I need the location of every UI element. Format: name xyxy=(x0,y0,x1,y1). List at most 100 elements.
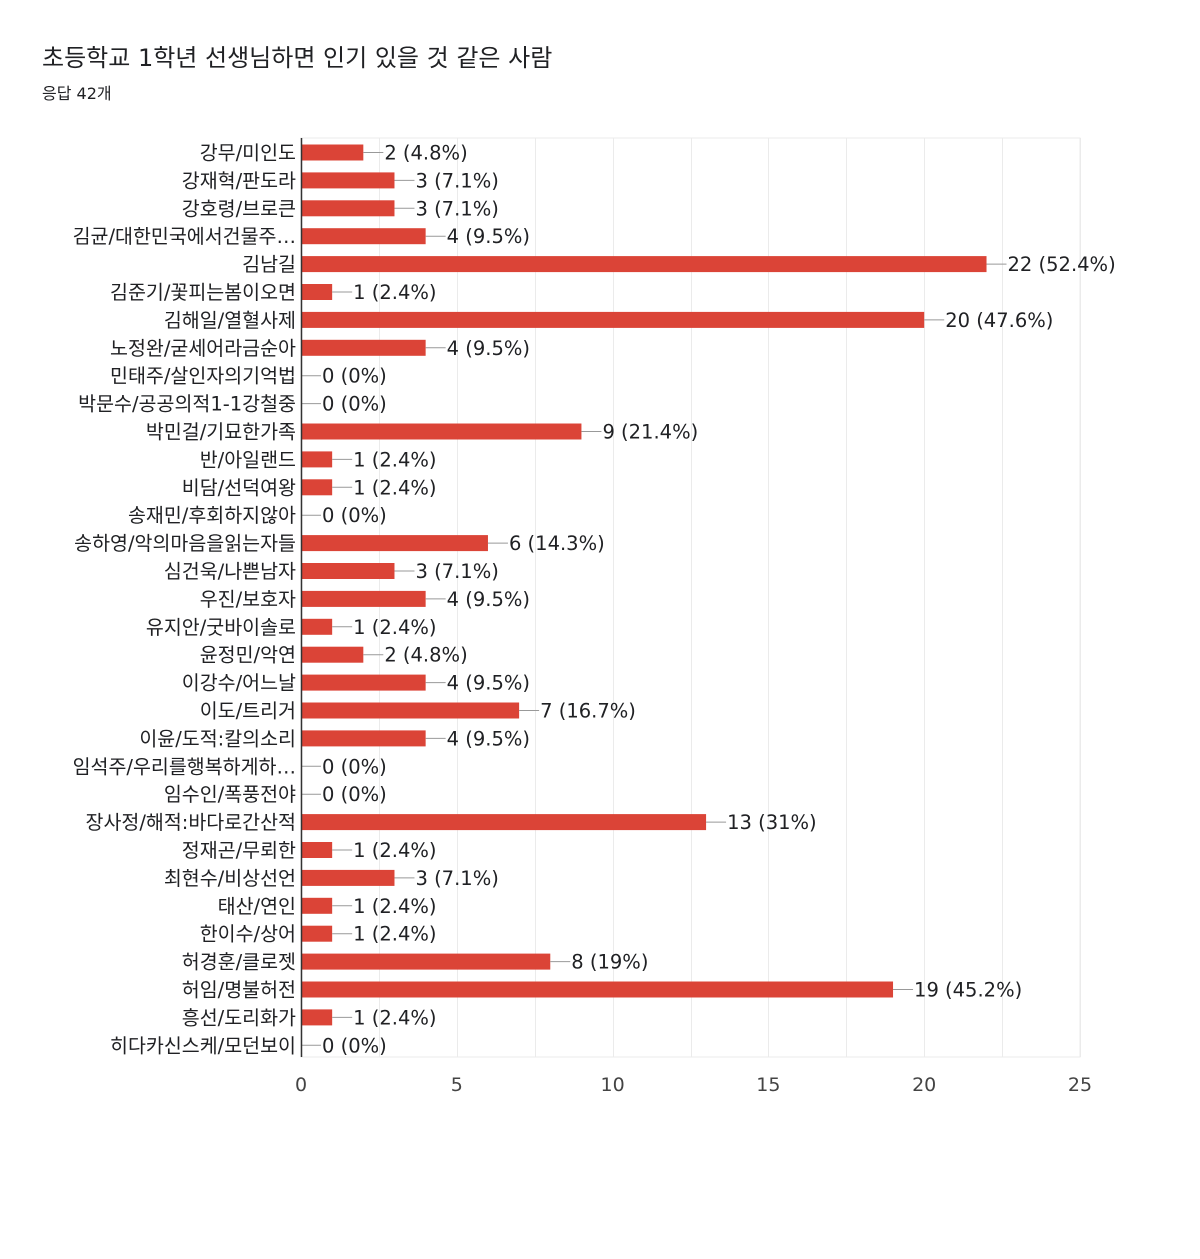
category-label: 박민걸/기묘한가족 xyxy=(146,421,296,444)
chart-title: 초등학교 1학년 선생님하면 인기 있을 것 같은 사람 xyxy=(42,44,553,72)
category-label: 태산/연인 xyxy=(218,895,296,918)
bar xyxy=(301,423,582,440)
data-label: 4 (9.5%) xyxy=(447,727,530,750)
data-label: 20 (47.6%) xyxy=(945,309,1053,332)
data-label: 8 (19%) xyxy=(571,951,648,974)
bar xyxy=(301,953,551,970)
data-label: 4 (9.5%) xyxy=(447,588,530,611)
category-label: 박문수/공공의적1-1강철중 xyxy=(78,393,296,416)
category-label: 반/아일랜드 xyxy=(200,448,296,471)
bar xyxy=(301,869,395,886)
bar xyxy=(301,702,520,719)
category-label: 최현수/비상선언 xyxy=(164,867,296,890)
data-label: 3 (7.1%) xyxy=(415,867,498,890)
data-label: 0 (0%) xyxy=(322,1034,387,1057)
category-label: 김준기/꽃피는봄이오면 xyxy=(110,281,296,304)
category-label: 정재곤/무뢰한 xyxy=(182,839,296,862)
category-label: 이강수/어느날 xyxy=(182,672,296,695)
category-label: 이윤/도적:칼의소리 xyxy=(139,727,296,750)
data-label: 0 (0%) xyxy=(322,365,387,388)
bar xyxy=(301,339,426,356)
bar xyxy=(301,200,395,217)
data-label: 1 (2.4%) xyxy=(353,616,436,639)
category-label: 강무/미인도 xyxy=(200,142,296,165)
category-label: 노정완/굳세어라금순아 xyxy=(110,337,296,360)
category-label: 장사정/해적:바다로간산적 xyxy=(86,811,296,834)
bar xyxy=(301,144,364,161)
data-label: 4 (9.5%) xyxy=(447,225,530,248)
category-label: 송재민/후회하지않아 xyxy=(128,504,296,527)
data-label: 1 (2.4%) xyxy=(353,895,436,918)
category-label: 허경훈/클로젯 xyxy=(182,951,296,974)
category-label: 히다카신스케/모던보이 xyxy=(110,1034,296,1057)
bar xyxy=(301,284,333,300)
data-label: 0 (0%) xyxy=(322,783,387,806)
data-label: 1 (2.4%) xyxy=(353,923,436,946)
category-label: 김균/대한민국에서건물주… xyxy=(73,225,296,248)
data-label: 6 (14.3%) xyxy=(509,532,605,555)
data-label: 1 (2.4%) xyxy=(353,281,436,304)
bar xyxy=(301,1009,333,1026)
category-label: 비담/선덕여왕 xyxy=(182,476,296,499)
category-label: 민태주/살인자의기억법 xyxy=(110,365,296,388)
data-label: 22 (52.4%) xyxy=(1008,253,1116,276)
category-label: 심건욱/나쁜남자 xyxy=(164,560,296,583)
bar xyxy=(301,172,395,189)
data-label: 2 (4.8%) xyxy=(384,142,467,165)
bar xyxy=(301,563,395,579)
bar xyxy=(301,981,894,998)
bar xyxy=(301,590,426,607)
data-label: 4 (9.5%) xyxy=(447,672,530,695)
data-label: 13 (31%) xyxy=(727,811,817,834)
bar xyxy=(301,535,488,552)
data-label: 3 (7.1%) xyxy=(415,197,498,220)
category-label: 한이수/상어 xyxy=(200,923,296,946)
category-label: 임석주/우리를행복하게하… xyxy=(73,755,296,778)
category-label: 강호령/브로큰 xyxy=(182,197,296,220)
response-count: 응답 42개 xyxy=(42,84,112,103)
bar xyxy=(301,311,925,328)
data-label: 1 (2.4%) xyxy=(353,476,436,499)
category-label: 김남길 xyxy=(242,253,296,276)
data-label: 0 (0%) xyxy=(322,504,387,527)
bar xyxy=(301,256,987,273)
x-tick-label: 10 xyxy=(601,1074,625,1096)
bar xyxy=(301,730,426,747)
x-tick-label: 15 xyxy=(756,1074,780,1096)
data-label: 1 (2.4%) xyxy=(353,448,436,471)
bar xyxy=(301,814,707,831)
x-tick-label: 5 xyxy=(451,1074,463,1096)
data-label: 19 (45.2%) xyxy=(914,979,1022,1002)
bar xyxy=(301,618,333,635)
category-label: 강재혁/판도라 xyxy=(182,169,296,192)
data-label: 9 (21.4%) xyxy=(602,421,698,444)
bar xyxy=(301,479,333,496)
category-label: 허임/명불허전 xyxy=(182,979,296,1002)
bar xyxy=(301,897,333,914)
category-label: 김해일/열혈사제 xyxy=(164,309,296,332)
data-label: 0 (0%) xyxy=(322,755,387,778)
data-label: 3 (7.1%) xyxy=(415,169,498,192)
data-label: 2 (4.8%) xyxy=(384,644,467,667)
bar xyxy=(301,674,426,691)
data-label: 7 (16.7%) xyxy=(540,700,636,723)
category-label: 유지안/굿바이솔로 xyxy=(146,616,296,639)
bar xyxy=(301,451,333,468)
category-label: 임수인/폭풍전야 xyxy=(164,783,296,806)
bar xyxy=(301,646,364,663)
data-label: 4 (9.5%) xyxy=(447,337,530,360)
category-label: 이도/트리거 xyxy=(200,700,296,723)
bar xyxy=(301,228,426,245)
bar xyxy=(301,925,333,942)
category-label: 흥선/도리화가 xyxy=(182,1006,296,1029)
data-label: 1 (2.4%) xyxy=(353,839,436,862)
data-label: 1 (2.4%) xyxy=(353,1006,436,1029)
data-label: 3 (7.1%) xyxy=(415,560,498,583)
category-label: 송하영/악의마음을읽는자들 xyxy=(74,532,296,555)
x-tick-label: 20 xyxy=(912,1074,936,1096)
bar xyxy=(301,842,333,858)
data-label: 0 (0%) xyxy=(322,393,387,416)
x-tick-label: 25 xyxy=(1068,1074,1092,1096)
